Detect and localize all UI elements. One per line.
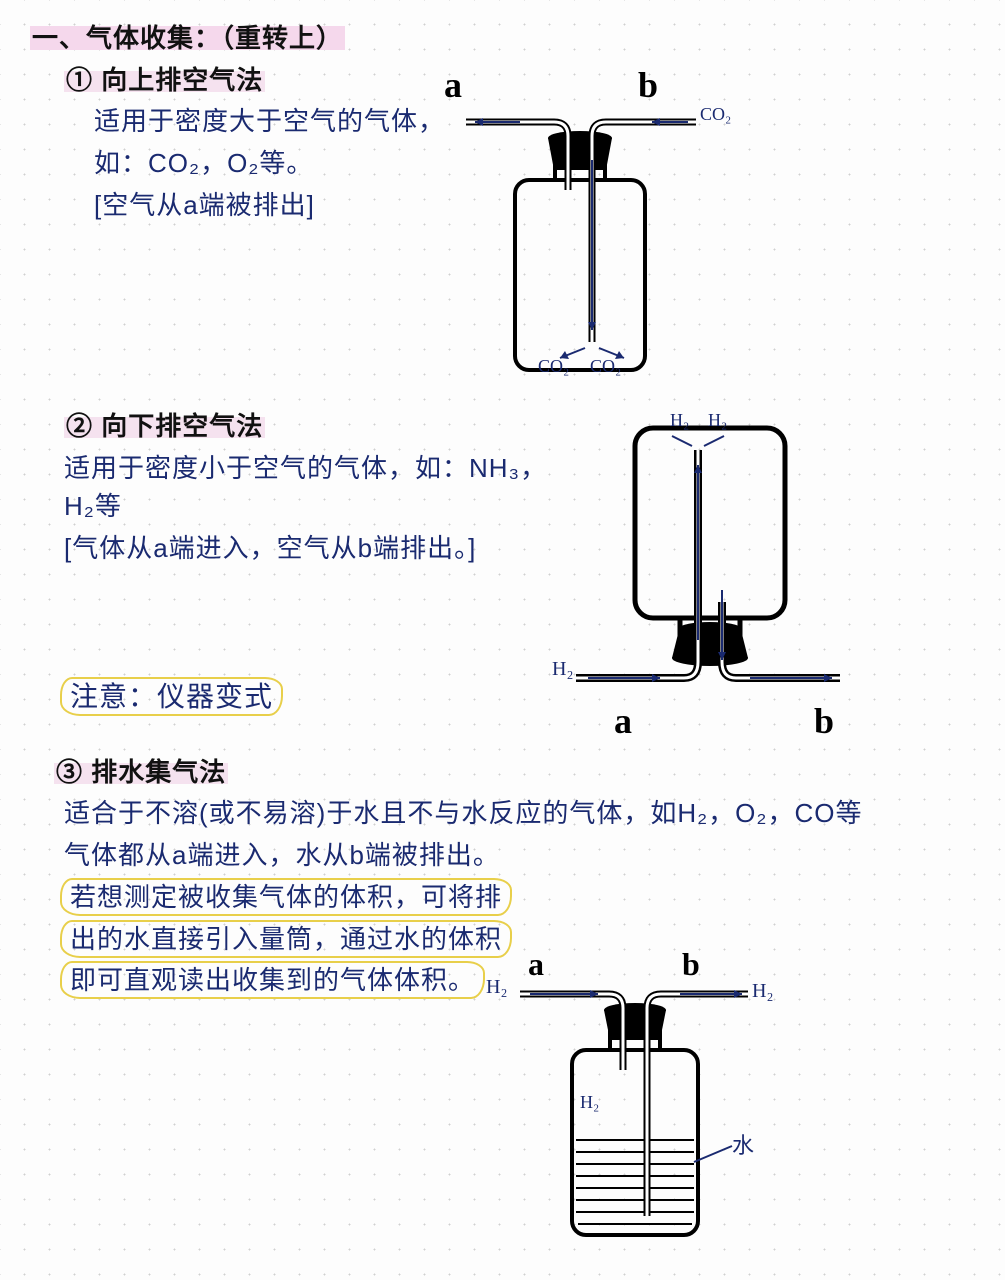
note1-hl: 若想测定被收集气体的体积，可将排 (64, 880, 508, 914)
method3-note3: 即可直观读出收集到的气体体积。 (64, 962, 534, 1000)
diagram3-water-label: 水 (732, 1128, 754, 1160)
diagram1-label-b: b (638, 64, 658, 106)
diagram2-gas-top2: H₂ (708, 410, 727, 431)
diagram3-label-a: a (528, 946, 544, 983)
diagram2-gas-top1: H₂ (670, 410, 689, 431)
title-line: 一、气体收集：（重转上） (30, 20, 975, 58)
method3-line1: 适合于不溶(或不易溶)于水且不与水反应的气体，如H₂，O₂，CO等 (64, 795, 975, 833)
method2-heading-text: ② 向下排空气法 (64, 411, 265, 441)
method1-heading-text: ① 向上排空气法 (64, 65, 265, 95)
diagram2-label-a: a (614, 700, 632, 742)
diagram3-gas-right: H₂ (752, 980, 773, 1003)
diagram1: a b CO₂ CO₂ CO₂ (420, 60, 750, 390)
diagram2: a b H₂ H₂ H₂ (540, 410, 870, 750)
method1-line1: 适用于密度大于空气的气体， (94, 103, 450, 141)
diagram3: a b H₂ H₂ H₂ 水 (480, 940, 800, 1260)
diagram2-gas-left: H₂ (552, 658, 573, 681)
diagram3-gas-left: H₂ (486, 976, 507, 999)
note3-hl: 即可直观读出收集到的气体体积。 (64, 963, 481, 997)
method3-note2: 出的水直接引入量筒，通过水的体积 (64, 921, 534, 959)
method1-heading: ① 向上排空气法 (64, 62, 450, 100)
method3-note1: 若想测定被收集气体的体积，可将排 (64, 879, 534, 917)
method1-line3: [空气从a端被排出] (94, 187, 450, 225)
diagram3-gas-inside: H₂ (580, 1092, 599, 1113)
method1-line2: 如：CO₂，O₂等。 (94, 145, 450, 183)
page: 一、气体收集：（重转上） ① 向上排空气法 适用于密度大于空气的气体， 如：CO… (0, 0, 1005, 1280)
title-highlight: 一、气体收集：（重转上） (30, 23, 345, 53)
diagram1-label-a: a (444, 64, 462, 106)
method2-text: ② 向下排空气法 适用于密度小于空气的气体，如：NH₃，H₂等 [气体从a端进入… (30, 408, 550, 567)
method1-text: ① 向上排空气法 适用于密度大于空气的气体， 如：CO₂，O₂等。 [空气从a端… (30, 62, 450, 229)
diagram1-gas-in: CO₂ (700, 104, 731, 125)
diagram1-gas-b2: CO₂ (590, 356, 621, 377)
method2-line2: [气体从a端进入，空气从b端排出。] (64, 530, 550, 568)
note2-hl: 出的水直接引入量筒，通过水的体积 (64, 922, 508, 956)
method3-heading-text: ③ 排水集气法 (54, 757, 228, 787)
method2-heading: ② 向下排空气法 (64, 408, 550, 446)
method2-line1: 适用于密度小于空气的气体，如：NH₃，H₂等 (64, 450, 550, 525)
diagram3-label-b: b (682, 946, 700, 983)
method3-note-box: 若想测定被收集气体的体积，可将排 出的水直接引入量筒，通过水的体积 即可直观读出… (64, 879, 534, 1000)
attention-text: 注意：仪器变式 (64, 679, 279, 714)
diagram2-label-b: b (814, 700, 834, 742)
diagram1-gas-b1: CO₂ (538, 356, 569, 377)
method3-line2: 气体都从a端进入，水从b端被排出。 (64, 837, 975, 875)
